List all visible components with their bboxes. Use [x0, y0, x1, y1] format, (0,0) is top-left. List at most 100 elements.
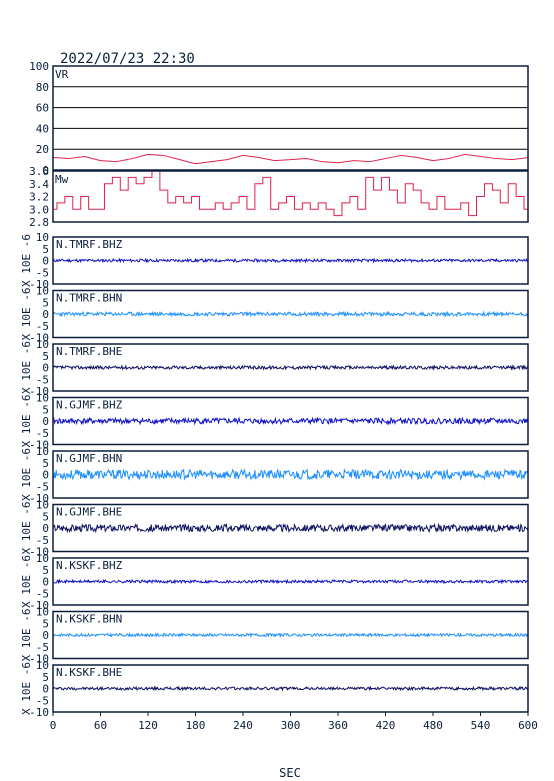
vr-series-line	[52, 153, 529, 165]
n-kskf-bhz-ytick-label: -10	[29, 599, 49, 612]
header-datetime: 2022/07/23 22:30	[60, 51, 195, 67]
n-tmrf-bhn-ytick-label: -5	[36, 320, 49, 333]
n-kskf-bhz-ytick-label: -5	[36, 587, 49, 600]
n-tmrf-bhn-panel-frame	[52, 289, 529, 339]
n-tmrf-bhz-ytick-label: -5	[36, 266, 49, 279]
vr-ytick-label: 60	[36, 102, 49, 115]
n-gjmf-bhz-ylabel: X 10E -6	[20, 395, 33, 448]
n-tmrf-bhz-waveform	[52, 257, 529, 264]
n-gjmf-bhz-ytick-label: 0	[42, 415, 49, 428]
n-gjmf-bhe-panel-label: N.GJMF.BHE	[56, 506, 122, 519]
chart-panels: 020406080100VR2.83.03.23.43.6Mw-10-50510…	[20, 60, 529, 719]
n-gjmf-bhn-ytick-label: -5	[36, 480, 49, 493]
n-tmrf-bhz-panel-frame	[52, 236, 529, 285]
n-tmrf-bhn-waveform	[52, 310, 529, 318]
n-kskf-bhn-waveform	[52, 631, 529, 639]
x-tick-label: 480	[423, 719, 443, 732]
n-tmrf-bhe-ytick-label: -5	[36, 373, 49, 386]
n-gjmf-bhn-ytick-label: -10	[29, 492, 49, 505]
mw-ytick-label: 3.6	[29, 165, 49, 178]
n-kskf-bhz-waveform	[52, 578, 529, 585]
n-tmrf-bhn-ytick-label: -10	[29, 332, 49, 345]
n-tmrf-bhz-ytick-label: -10	[29, 278, 49, 291]
n-tmrf-bhe-ytick-label: 10	[36, 338, 49, 351]
n-kskf-bhn-ylabel: X 10E -6	[20, 609, 33, 662]
n-kskf-bhe-ytick-label: 5	[42, 671, 49, 684]
n-kskf-bhz-ytick-label: 10	[36, 552, 49, 565]
n-gjmf-bhe-ytick-label: 10	[36, 499, 49, 512]
n-tmrf-bhn-ytick-label: 5	[42, 296, 49, 309]
x-tick-label: 0	[50, 719, 57, 732]
n-tmrf-bhe-ylabel: X 10E -6	[20, 341, 33, 394]
mw-panel-label: Mw	[55, 173, 69, 186]
n-gjmf-bhz-ytick-label: 5	[42, 403, 49, 416]
n-gjmf-bhe-panel-frame	[52, 503, 529, 553]
mw-series-line	[53, 170, 528, 217]
x-axis-label: SEC	[279, 766, 301, 780]
vr-ytick-label: 80	[36, 81, 49, 94]
n-gjmf-bhe-ytick-label: 0	[42, 522, 49, 535]
n-gjmf-bhz-ytick-label: -10	[29, 439, 49, 452]
x-tick-label: 600	[518, 719, 538, 732]
n-kskf-bhe-ytick-label: -10	[29, 706, 49, 719]
n-tmrf-bhn-ytick-label: 10	[36, 285, 49, 298]
mw-panel-frame	[52, 170, 529, 223]
x-tick-label: 60	[94, 719, 107, 732]
n-gjmf-bhz-waveform	[52, 416, 529, 426]
vr-ytick-label: 0	[42, 164, 49, 177]
n-kskf-bhz-panel-frame	[52, 557, 529, 606]
n-gjmf-bhe-waveform	[52, 522, 529, 534]
n-gjmf-bhe-ytick-label: 5	[42, 510, 49, 523]
n-kskf-bhn-ytick-label: 0	[42, 629, 49, 642]
n-tmrf-bhz-ytick-label: 10	[36, 231, 49, 244]
n-gjmf-bhz-panel-frame	[52, 396, 529, 446]
n-tmrf-bhz-ylabel: X 10E -6	[20, 234, 33, 287]
n-tmrf-bhe-ytick-label: 0	[42, 362, 49, 375]
mw-ytick-label: 3.4	[29, 178, 49, 191]
n-kskf-bhn-ytick-label: -5	[36, 641, 49, 654]
n-gjmf-bhn-panel-frame	[52, 450, 529, 499]
vr-panel-frame	[52, 65, 529, 171]
n-kskf-bhz-ytick-label: 0	[42, 576, 49, 589]
vr-panel-label: VR	[55, 68, 69, 81]
n-kskf-bhn-ytick-label: 10	[36, 606, 49, 619]
x-tick-label: 300	[281, 719, 301, 732]
n-kskf-bhn-panel-label: N.KSKF.BHN	[56, 613, 122, 626]
x-tick-label: 360	[328, 719, 348, 732]
x-tick-label: 120	[138, 719, 158, 732]
n-gjmf-bhe-ylabel: X 10E -6	[20, 502, 33, 555]
n-gjmf-bhe-ytick-label: -10	[29, 546, 49, 559]
n-tmrf-bhz-panel-label: N.TMRF.BHZ	[56, 238, 123, 251]
n-gjmf-bhz-ytick-label: -5	[36, 427, 49, 440]
n-gjmf-bhz-ytick-label: 10	[36, 392, 49, 405]
n-gjmf-bhz-panel-label: N.GJMF.BHZ	[56, 399, 123, 412]
n-gjmf-bhn-ytick-label: 10	[36, 445, 49, 458]
mw-ytick-label: 3.0	[29, 203, 49, 216]
vr-ytick-label: 20	[36, 143, 49, 156]
n-gjmf-bhn-ytick-label: 0	[42, 469, 49, 482]
x-tick-label: 420	[376, 719, 396, 732]
n-tmrf-bhe-panel-label: N.TMRF.BHE	[56, 345, 122, 358]
n-kskf-bhn-ytick-label: 5	[42, 617, 49, 630]
n-tmrf-bhz-ytick-label: 5	[42, 243, 49, 256]
n-kskf-bhz-ylabel: X 10E -6	[20, 555, 33, 608]
n-tmrf-bhe-ytick-label: 5	[42, 350, 49, 363]
n-gjmf-bhe-ytick-label: -5	[36, 534, 49, 547]
mw-ytick-label: 3.2	[29, 191, 49, 204]
n-kskf-bhe-ytick-label: -5	[36, 694, 49, 707]
vr-ytick-label: 100	[29, 60, 49, 73]
n-tmrf-bhe-panel-frame	[52, 343, 529, 392]
n-kskf-bhn-panel-frame	[52, 610, 529, 660]
n-gjmf-bhn-panel-label: N.GJMF.BHN	[56, 452, 122, 465]
vr-ytick-label: 40	[36, 122, 49, 135]
x-axis: 0 60 120 180 240 300 360 420 480 540 600	[50, 712, 538, 732]
n-kskf-bhz-panel-label: N.KSKF.BHZ	[56, 559, 123, 572]
n-kskf-bhe-panel-label: N.KSKF.BHE	[56, 666, 122, 679]
n-gjmf-bhn-ytick-label: 5	[42, 457, 49, 470]
n-kskf-bhe-ytick-label: 10	[36, 659, 49, 672]
n-tmrf-bhe-waveform	[52, 364, 529, 372]
n-tmrf-bhe-ytick-label: -10	[29, 385, 49, 398]
n-gjmf-bhn-ylabel: X 10E -6	[20, 448, 33, 501]
x-tick-label: 240	[233, 719, 253, 732]
